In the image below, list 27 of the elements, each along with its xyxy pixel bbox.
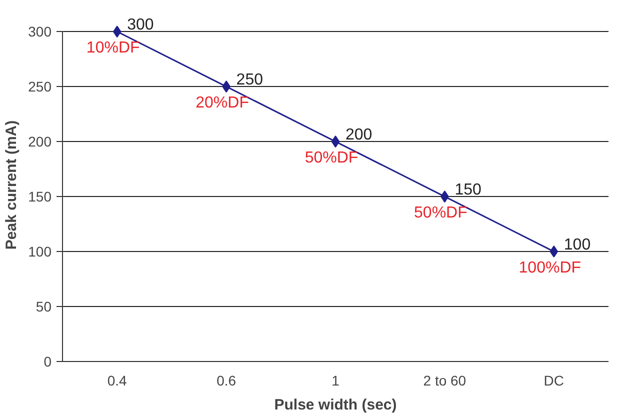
y-tick-label: 200 <box>28 134 52 150</box>
y-tick-label: 50 <box>36 298 52 315</box>
x-tick-label: DC <box>544 372 564 388</box>
annotation: 100%DF <box>518 260 582 277</box>
point <box>550 246 558 258</box>
annotation: 50%DF <box>304 150 358 167</box>
data-label: 250 <box>236 72 264 89</box>
annotation: 10%DF <box>86 40 140 57</box>
x-tick-label: 0.4 <box>107 372 128 388</box>
data-label: 300 <box>127 16 154 34</box>
data-label: 200 <box>346 126 372 144</box>
y-tick-label: 300 <box>28 24 52 40</box>
point <box>331 136 340 148</box>
annotation: 50%DF <box>414 204 468 222</box>
point <box>112 26 122 38</box>
y-tick-label: 250 <box>28 78 52 95</box>
y-tick-label: 150 <box>28 188 52 205</box>
x-axis-title: Pulse width (sec) <box>274 396 397 414</box>
data-label: 150 <box>454 182 482 199</box>
x-tick-label: 2 to 60 <box>423 372 466 388</box>
y-tick-label: 100 <box>28 244 52 260</box>
x-tick-label: 1 <box>332 372 340 388</box>
y-axis-title: Peak current (mA) <box>3 120 20 250</box>
annotation: 20%DF <box>196 94 250 112</box>
y-tick-label: 0 <box>44 354 52 370</box>
x-tick-label: 0.6 <box>216 372 236 388</box>
data-label: 100 <box>564 236 591 254</box>
